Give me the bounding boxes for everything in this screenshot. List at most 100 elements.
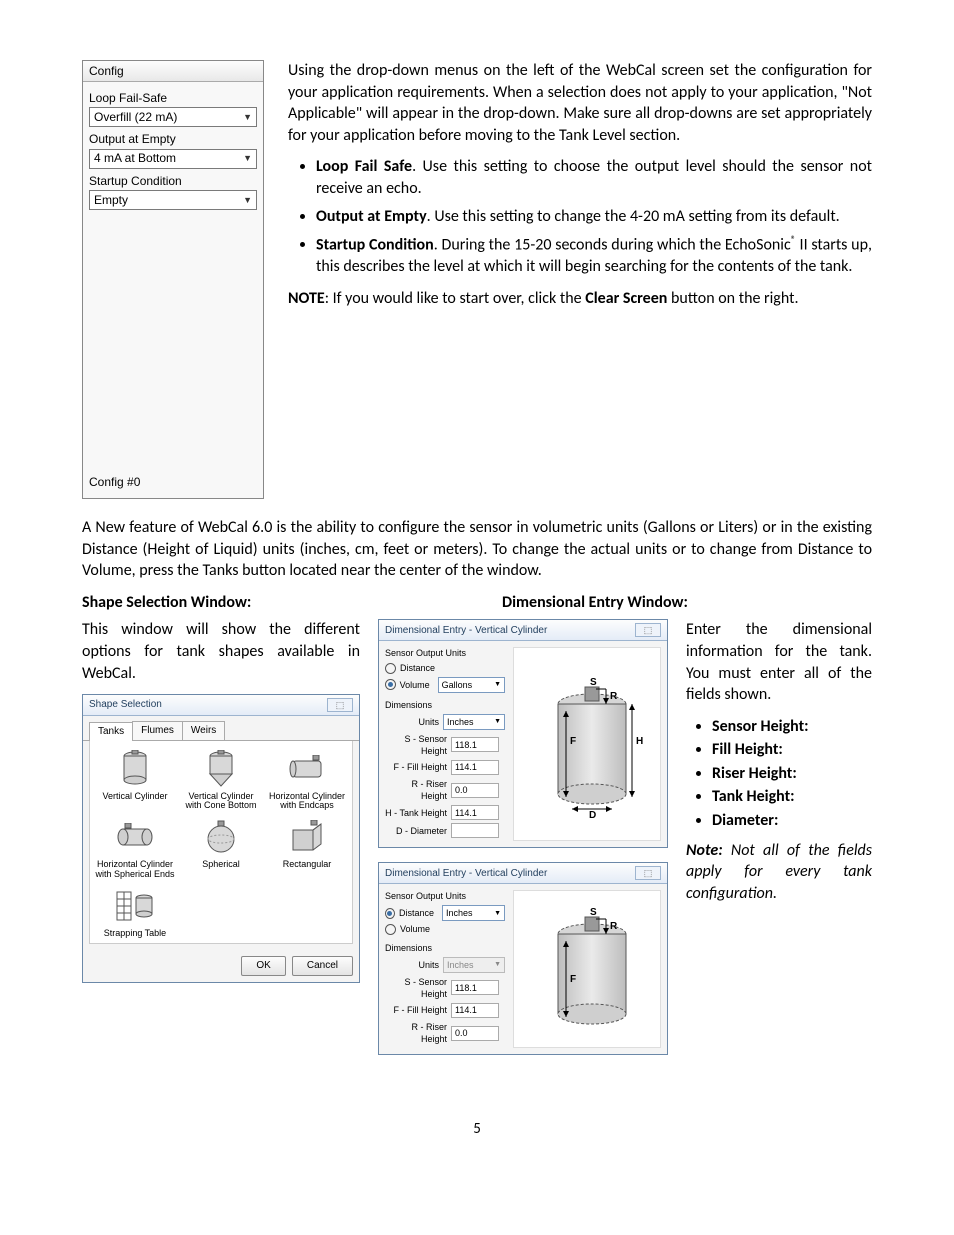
dim-units-select[interactable]: Inches▼: [443, 714, 505, 730]
note-paragraph: NOTE: If you would like to start over, c…: [288, 288, 872, 310]
shape-option[interactable]: Horizontal Cylinder with Endcaps: [266, 749, 348, 812]
dim-column: Dimensional Entry - Vertical Cylinder ⬚ …: [378, 619, 668, 1069]
tab-tanks[interactable]: Tanks: [89, 722, 133, 741]
shape-text: This window will show the different opti…: [82, 619, 360, 684]
sensor-height-input[interactable]: 118.1: [451, 980, 499, 995]
distance-radio[interactable]: Distance: [385, 662, 505, 674]
startup-condition-select[interactable]: Empty ▼: [89, 190, 257, 210]
config-label: Output at Empty: [89, 131, 257, 147]
rectangular-icon: [266, 817, 348, 857]
chevron-down-icon: ▼: [243, 152, 252, 164]
page-number: 5: [82, 1119, 872, 1139]
output-empty-select[interactable]: 4 mA at Bottom ▼: [89, 149, 257, 169]
tank-diagram: S R F: [513, 890, 661, 1048]
chevron-down-icon: ▼: [243, 194, 252, 206]
dim-units-select: Inches▼: [443, 957, 505, 973]
tabs: Tanks Flumes Weirs: [83, 716, 359, 741]
intro-paragraph: Using the drop-down menus on the left of…: [288, 60, 872, 146]
horizontal-endcaps-icon: [266, 749, 348, 789]
svg-text:F: F: [570, 974, 576, 985]
shape-option[interactable]: Vertical Cylinder with Cone Bottom: [180, 749, 262, 812]
intro-column: Using the drop-down menus on the left of…: [288, 60, 872, 499]
svg-text:H: H: [636, 736, 643, 747]
fill-height-input[interactable]: 114.1: [451, 1003, 499, 1018]
dim-note: Note: Not all of the fields apply for ev…: [686, 840, 872, 905]
bullet-item: Loop Fail Safe. Use this setting to choo…: [316, 156, 872, 199]
select-value: 4 mA at Bottom: [94, 150, 176, 166]
vertical-cylinder-icon: [94, 749, 176, 789]
config-panel-title: Config: [83, 61, 263, 82]
window-title: Dimensional Entry - Vertical Cylinder: [385, 867, 547, 881]
dim-panel-volume: Dimensional Entry - Vertical Cylinder ⬚ …: [378, 619, 668, 848]
ok-button[interactable]: OK: [241, 956, 285, 976]
fields-list: Sensor Height: Fill Height: Riser Height…: [686, 716, 872, 832]
volume-units-select[interactable]: Gallons▼: [438, 677, 505, 693]
dim-form: Sensor Output Units Distance Inches▼ Vol…: [385, 890, 505, 1048]
bullet-item: Startup Condition. During the 15-20 seco…: [316, 233, 872, 278]
riser-height-input[interactable]: 0.0: [451, 783, 499, 798]
shape-selection-window: Shape Selection ⬚ Tanks Flumes Weirs Ver…: [82, 694, 360, 982]
shape-option[interactable]: Vertical Cylinder: [94, 749, 176, 812]
shape-column: This window will show the different opti…: [82, 619, 360, 1069]
window-titlebar: Shape Selection ⬚: [83, 695, 359, 716]
bullet-list: Loop Fail Safe. Use this setting to choo…: [288, 156, 872, 277]
select-value: Empty: [94, 192, 128, 208]
tank-diagram: S R F H D: [513, 647, 661, 841]
shape-option[interactable]: Horizontal Cylinder with Spherical Ends: [94, 817, 176, 880]
shape-heading: Shape Selection Window:: [82, 593, 251, 612]
close-icon[interactable]: ⬚: [635, 866, 661, 880]
close-icon[interactable]: ⬚: [635, 623, 661, 637]
button-row: OK Cancel: [83, 950, 359, 982]
new-feature-paragraph: A New feature of WebCal 6.0 is the abili…: [82, 517, 872, 582]
tank-height-input[interactable]: 114.1: [451, 805, 499, 820]
dim-text-column: Enter the dimensional information for th…: [686, 619, 872, 1069]
sensor-height-input[interactable]: 118.1: [451, 737, 499, 752]
spherical-icon: [180, 817, 262, 857]
window-titlebar: Dimensional Entry - Vertical Cylinder ⬚: [379, 620, 667, 641]
distance-units-select[interactable]: Inches▼: [442, 905, 505, 921]
shape-option[interactable]: Spherical: [180, 817, 262, 880]
config-footer: Config #0: [83, 470, 263, 494]
distance-radio[interactable]: Distance Inches▼: [385, 905, 505, 921]
shape-option[interactable]: Strapping Table: [94, 886, 176, 939]
select-value: Overfill (22 mA): [94, 109, 177, 125]
dim-text: Enter the dimensional information for th…: [686, 619, 872, 705]
config-label: Loop Fail-Safe: [89, 90, 257, 106]
strapping-table-icon: [94, 886, 176, 926]
config-panel-body: Loop Fail-Safe Overfill (22 mA) ▼ Output…: [83, 82, 263, 470]
volume-radio[interactable]: Volume Gallons▼: [385, 677, 505, 693]
riser-height-input[interactable]: 0.0: [451, 1026, 499, 1041]
bullet-item: Output at Empty. Use this setting to cha…: [316, 206, 872, 228]
field-item: Fill Height:: [712, 739, 872, 761]
svg-text:R: R: [610, 921, 618, 932]
window-titlebar: Dimensional Entry - Vertical Cylinder ⬚: [379, 863, 667, 884]
shapes-area: Vertical Cylinder Vertical Cylinder with…: [89, 741, 353, 944]
close-icon[interactable]: ⬚: [327, 698, 353, 712]
field-item: Diameter:: [712, 810, 872, 832]
loop-failsafe-select[interactable]: Overfill (22 mA) ▼: [89, 107, 257, 127]
chevron-down-icon: ▼: [243, 111, 252, 123]
field-item: Tank Height:: [712, 786, 872, 808]
tab-weirs[interactable]: Weirs: [182, 721, 225, 740]
svg-text:F: F: [570, 736, 576, 747]
diameter-input[interactable]: [451, 823, 499, 838]
shape-option[interactable]: Rectangular: [266, 817, 348, 880]
svg-text:S: S: [590, 907, 597, 918]
cancel-button[interactable]: Cancel: [292, 956, 353, 976]
fill-height-input[interactable]: 114.1: [451, 760, 499, 775]
svg-text:S: S: [590, 677, 597, 688]
dim-form: Sensor Output Units Distance Volume Gall…: [385, 647, 505, 841]
field-item: Sensor Height:: [712, 716, 872, 738]
svg-text:R: R: [610, 691, 618, 702]
horizontal-spherical-icon: [94, 817, 176, 857]
config-label: Startup Condition: [89, 173, 257, 189]
svg-text:D: D: [589, 810, 596, 819]
dim-panel-distance: Dimensional Entry - Vertical Cylinder ⬚ …: [378, 862, 668, 1055]
window-title: Dimensional Entry - Vertical Cylinder: [385, 624, 547, 638]
tab-flumes[interactable]: Flumes: [132, 721, 183, 740]
volume-radio[interactable]: Volume: [385, 923, 505, 935]
dim-heading: Dimensional Entry Window:: [502, 593, 688, 612]
vertical-cone-icon: [180, 749, 262, 789]
config-panel: Config Loop Fail-Safe Overfill (22 mA) ▼…: [82, 60, 264, 499]
field-item: Riser Height:: [712, 763, 872, 785]
